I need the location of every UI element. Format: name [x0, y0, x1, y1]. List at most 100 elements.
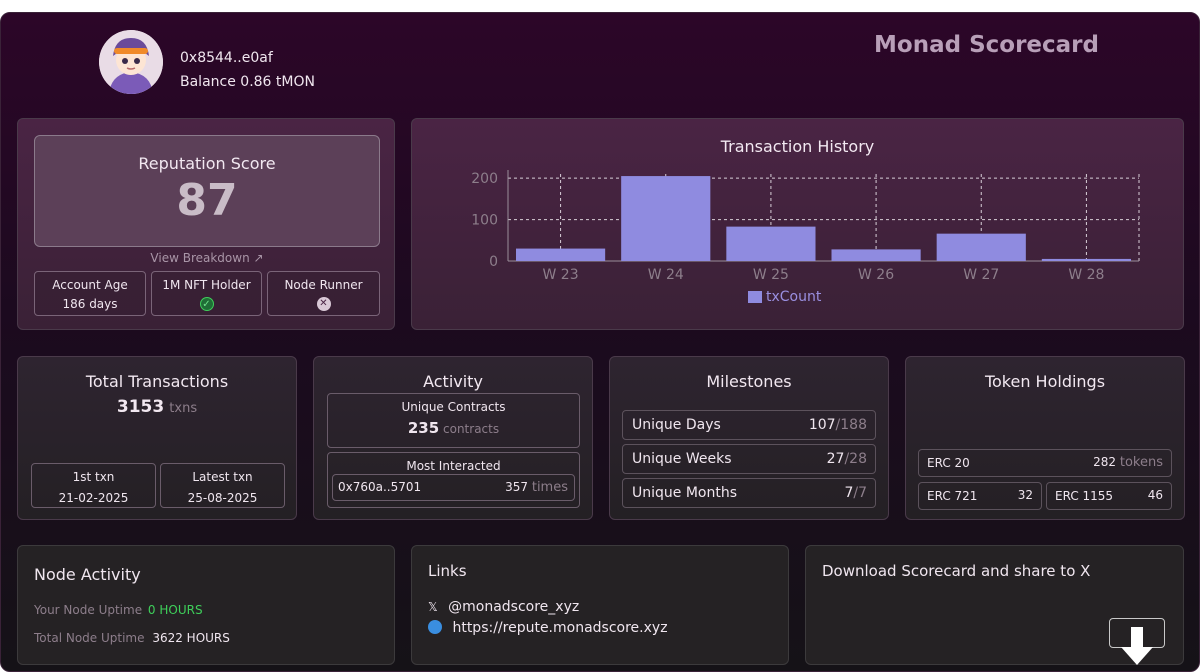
latest-txn-label: Latest txn [192, 470, 253, 484]
erc20-label: ERC 20 [927, 456, 970, 470]
erc1155-value: 46 [1147, 488, 1163, 502]
view-breakdown-link[interactable]: View Breakdown ↗ [18, 251, 396, 265]
erc1155-label: ERC 1155 [1055, 489, 1114, 503]
latest-txn-date: 25-08-2025 [187, 491, 258, 505]
links-title: Links [428, 562, 467, 580]
chart-bar [1041, 258, 1131, 261]
milestone-total: /28 [844, 451, 867, 467]
scorecard-window: 0x8544..e0af Balance 0.86 tMON Monad Sco… [0, 12, 1200, 672]
wallet-balance: Balance 0.86 tMON [180, 74, 315, 90]
txn-count: 3153 [116, 397, 165, 417]
most-interacted-count: 357 [505, 480, 529, 494]
milestone-total: /188 [835, 417, 867, 433]
legend-swatch [748, 291, 762, 303]
chart-bar [831, 249, 921, 261]
website-url: https://repute.monadscore.xyz [452, 620, 668, 636]
your-uptime-label: Your Node Uptime [34, 603, 143, 617]
most-interacted-box: Most Interacted 0x760a..5701 357 times [327, 452, 580, 508]
node-runner-badge: Node Runner ✕ [267, 271, 380, 316]
x-handle: @monadscore_xyz [448, 599, 580, 615]
erc20-value: 282 [1093, 455, 1117, 469]
total-uptime-value: 3622 HOURS [152, 631, 230, 645]
x-link[interactable]: 𝕏 @monadscore_xyz [428, 599, 579, 615]
x-tick-label: W 23 [543, 267, 579, 283]
unique-contracts-count: 235 [407, 419, 440, 437]
reputation-score: 87 [176, 175, 238, 226]
milestone-total: /7 [853, 485, 867, 501]
nft-holder-label: 1M NFT Holder [162, 278, 251, 292]
milestone-value: 7 [844, 485, 854, 501]
x-tick-label: W 26 [858, 267, 894, 283]
erc721-label: ERC 721 [927, 489, 978, 503]
download-card: Download Scorecard and share to X [805, 545, 1184, 665]
view-breakdown-label: View Breakdown [150, 251, 250, 265]
y-tick-label: 0 [489, 254, 498, 270]
wallet-address: 0x8544..e0af [180, 50, 273, 66]
website-link[interactable]: https://repute.monadscore.xyz [428, 620, 668, 636]
first-txn-label: 1st txn [72, 470, 115, 484]
node-activity-title: Node Activity [34, 565, 141, 584]
milestone-row: Unique Weeks 27/28 [622, 444, 876, 474]
avatar [99, 30, 163, 94]
page-title: Monad Scorecard [874, 32, 1099, 58]
milestone-value: 107 [808, 417, 836, 433]
txn-unit: txns [169, 401, 198, 416]
latest-txn-box: Latest txn 25-08-2025 [160, 463, 285, 508]
chart-bar [621, 176, 711, 261]
y-tick-label: 100 [471, 213, 498, 229]
external-link-icon: ↗ [253, 251, 264, 265]
chart-bar [726, 226, 816, 261]
most-interacted-unit: times [531, 480, 568, 495]
erc721-value: 32 [1017, 488, 1033, 502]
download-button[interactable] [1109, 618, 1165, 665]
milestone-row: Unique Months 7/7 [622, 478, 876, 508]
node-activity-card: Node Activity Your Node Uptime 0 HOURS T… [17, 545, 395, 665]
download-title: Download Scorecard and share to X [822, 562, 1091, 580]
x-tick-label: W 27 [963, 267, 999, 283]
erc20-row: ERC 20 282 tokens [918, 449, 1172, 477]
chart-title: Transaction History [720, 137, 875, 156]
erc1155-row: ERC 1155 46 [1046, 482, 1172, 510]
activity-card: Activity Unique Contracts 235 contracts … [313, 356, 593, 520]
milestones-title: Milestones [706, 372, 792, 391]
milestone-label: Unique Days [632, 417, 721, 433]
x-icon: 𝕏 [428, 600, 438, 614]
most-interacted-row[interactable]: 0x760a..5701 357 times [332, 474, 575, 501]
first-txn-box: 1st txn 21-02-2025 [31, 463, 156, 508]
download-arrow-icon [1121, 627, 1153, 665]
node-runner-label: Node Runner [284, 278, 363, 292]
x-tick-label: W 25 [753, 267, 789, 283]
account-age-badge: Account Age 186 days [34, 271, 146, 316]
chart-bar [516, 248, 606, 261]
unique-contracts-label: Unique Contracts [401, 400, 506, 414]
reputation-label: Reputation Score [138, 154, 276, 173]
check-icon: ✓ [199, 297, 214, 311]
milestone-row: Unique Days 107/188 [622, 410, 876, 440]
links-card: Links 𝕏 @monadscore_xyz https://repute.m… [411, 545, 789, 665]
nft-holder-badge: 1M NFT Holder ✓ [151, 271, 262, 316]
milestones-card: Milestones Unique Days 107/188 Unique We… [609, 356, 889, 520]
your-node-uptime: Your Node Uptime 0 HOURS [34, 603, 203, 617]
most-interacted-address: 0x760a..5701 [338, 480, 422, 494]
globe-icon [428, 620, 442, 634]
chart-bar [936, 233, 1026, 261]
most-interacted-label: Most Interacted [406, 459, 501, 473]
total-uptime-label: Total Node Uptime [34, 631, 145, 645]
total-transactions-value: 3153 txns [18, 397, 296, 417]
milestone-label: Unique Months [632, 485, 738, 501]
reputation-score-box: Reputation Score 87 [34, 135, 380, 247]
transaction-chart: 0 100 200 W 23 W 24 W 25 W 26 W 27 W 28 [471, 170, 1140, 283]
legend-label: txCount [766, 289, 822, 305]
chart-legend: txCount [748, 289, 821, 305]
total-transactions-title: Total Transactions [85, 372, 229, 391]
y-tick-label: 200 [471, 171, 498, 187]
erc721-row: ERC 721 32 [918, 482, 1042, 510]
unique-contracts-box: Unique Contracts 235 contracts [327, 393, 580, 448]
total-node-uptime: Total Node Uptime 3622 HOURS [34, 631, 230, 645]
total-transactions-card: Total Transactions 3153 txns 1st txn 21-… [17, 356, 297, 520]
milestone-label: Unique Weeks [632, 451, 732, 467]
account-age-value: 186 days [62, 297, 118, 311]
unique-contracts-unit: contracts [443, 422, 500, 436]
activity-title: Activity [423, 372, 483, 391]
reputation-panel: Reputation Score 87 View Breakdown ↗ Acc… [17, 118, 395, 330]
